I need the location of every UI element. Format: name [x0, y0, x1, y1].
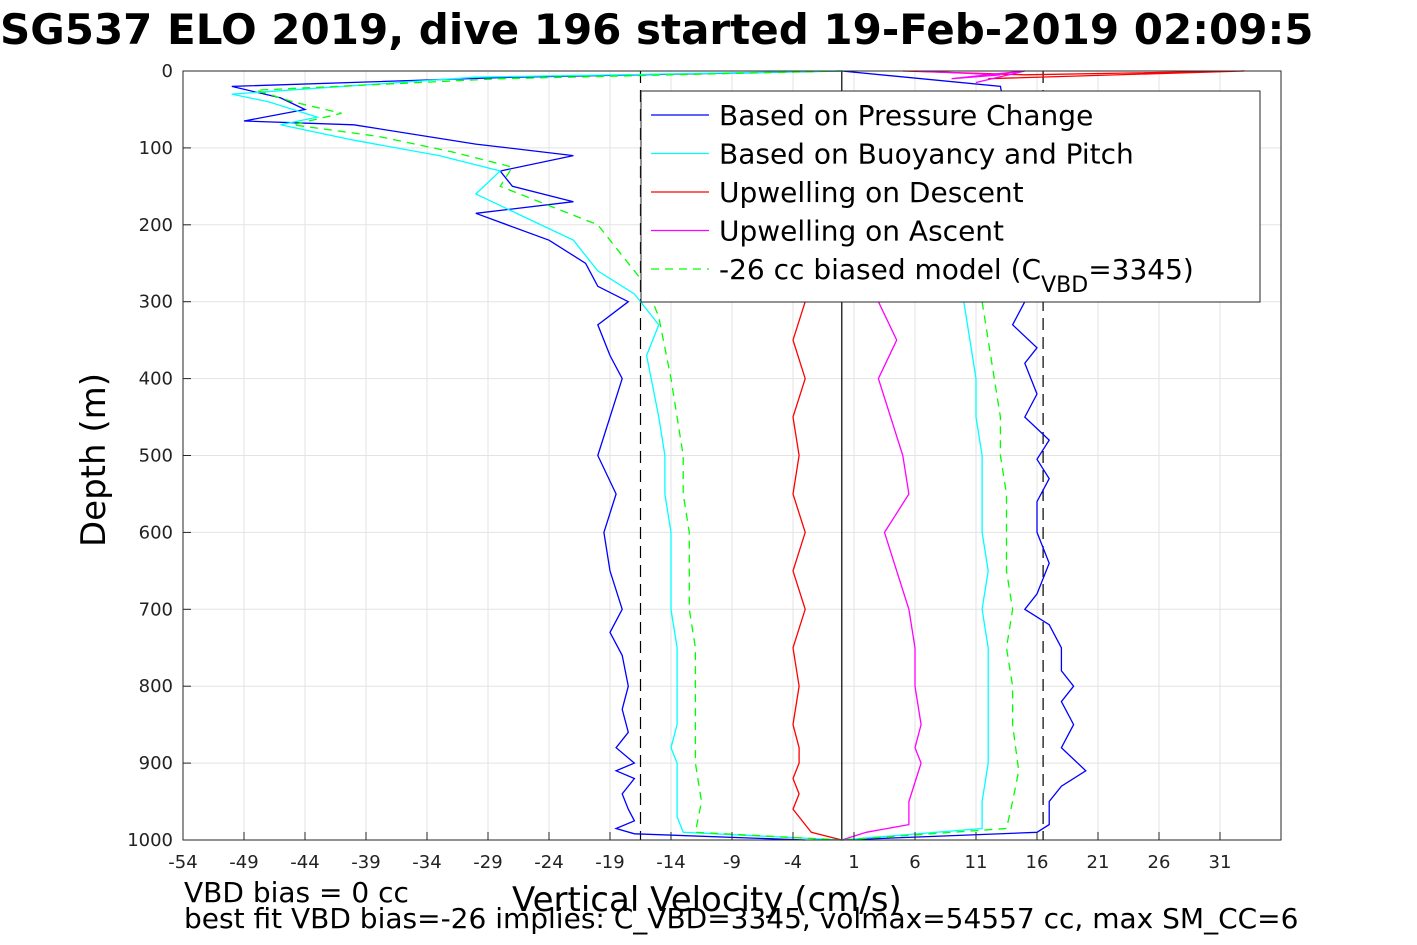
y-tick-label: 600 [139, 522, 173, 543]
surface-series-line [914, 70, 1025, 84]
y-tick-label: 0 [162, 61, 173, 82]
legend-label: Based on Pressure Change [719, 99, 1093, 132]
y-tick-label: 300 [139, 292, 173, 313]
figure-title: SG537 ELO 2019, dive 196 started 19-Feb-… [0, 5, 1314, 54]
series-line [792, 301, 842, 841]
x-tick-label: 31 [1209, 852, 1232, 873]
legend-box [640, 90, 1261, 303]
legend-label: Based on Buoyancy and Pitch [719, 138, 1134, 171]
series-line [256, 70, 842, 841]
axes-frame [182, 70, 1282, 841]
y-tick-label: 800 [139, 676, 173, 697]
x-tick-labels: -54 -49 -44 -39 -34 -29 -24 -19 -14 -9 -4 1 6 11 16 21 2… [168, 852, 1231, 873]
y-tick-label: 100 [139, 138, 173, 159]
ascent-series-line [841, 301, 1020, 841]
x-tick-label: -29 [473, 852, 502, 873]
series-line [231, 70, 842, 841]
x-tick-label: 11 [965, 852, 988, 873]
vbd-bias-note: VBD bias = 0 cc [184, 876, 409, 909]
series-line [231, 70, 842, 841]
x-axis-label: Vertical Velocity (cm/s) [512, 880, 902, 920]
y-tick-label: 200 [139, 215, 173, 236]
best-fit-note: best fit VBD bias=-26 implies: C_VBD=334… [184, 902, 1299, 935]
x-tick-label: 16 [1026, 852, 1049, 873]
y-tick-label: 700 [139, 599, 173, 620]
ascent-series-line [841, 301, 989, 841]
x-tick-label: 1 [848, 852, 859, 873]
x-tick-label: -44 [290, 852, 319, 873]
legend-label: Upwelling on Ascent [719, 215, 1004, 248]
legend-label: Upwelling on Descent [719, 176, 1024, 209]
x-tick-label: -4 [784, 852, 802, 873]
x-tick-label: -9 [723, 852, 741, 873]
series-lines [231, 70, 1245, 841]
y-tick-label: 400 [139, 369, 173, 390]
y-tick-label: 900 [139, 753, 173, 774]
x-tick-label: -19 [595, 852, 624, 873]
x-tick-label: 26 [1148, 852, 1171, 873]
ascent-series-line [841, 70, 1087, 841]
x-tick-label: -39 [351, 852, 380, 873]
series-line [841, 301, 922, 841]
y-tick-label: 500 [139, 446, 173, 467]
x-tick-label: -14 [656, 852, 685, 873]
x-tick-label: -24 [534, 852, 563, 873]
legend: Based on Pressure Change Based on Buoyanc… [640, 90, 1261, 303]
x-tick-label: -54 [168, 852, 197, 873]
x-tick-label: 6 [909, 852, 920, 873]
y-tick-labels: 0 100 200 300 400 500 600 700 800 900 1000 [127, 61, 173, 851]
x-tick-label: -34 [412, 852, 441, 873]
x-tick-label: -49 [229, 852, 258, 873]
y-tick-label: 1000 [127, 830, 173, 851]
x-tick-label: 21 [1087, 852, 1110, 873]
